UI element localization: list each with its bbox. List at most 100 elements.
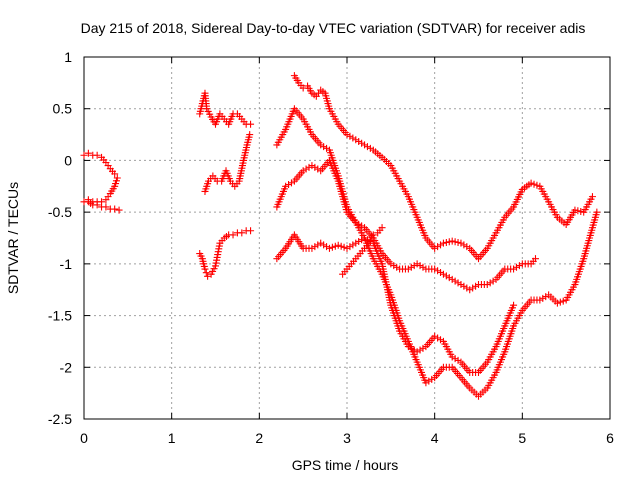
data-point bbox=[80, 151, 88, 159]
data-point bbox=[204, 272, 212, 280]
data-point bbox=[352, 218, 360, 226]
y-tick-label: 0.5 bbox=[53, 101, 73, 117]
data-point bbox=[355, 220, 363, 228]
data-point bbox=[483, 281, 491, 289]
data-point bbox=[425, 377, 433, 385]
data-point bbox=[510, 265, 518, 273]
data-point bbox=[463, 284, 471, 292]
data-point bbox=[410, 346, 418, 354]
data-point bbox=[201, 265, 209, 273]
data-point bbox=[437, 241, 445, 249]
data-point bbox=[317, 141, 325, 149]
data-point bbox=[512, 263, 520, 271]
x-axis-label: GPS time / hours bbox=[292, 457, 399, 473]
data-point bbox=[407, 344, 415, 352]
data-point bbox=[419, 263, 427, 271]
data-point bbox=[115, 206, 123, 214]
y-axis-label: SDTVAR / TECUs bbox=[5, 182, 21, 294]
x-tick-label: 0 bbox=[80, 430, 88, 446]
data-point bbox=[556, 298, 564, 306]
data-point bbox=[247, 120, 255, 128]
data-point bbox=[247, 227, 255, 235]
data-point bbox=[527, 179, 535, 187]
data-point bbox=[434, 243, 442, 251]
data-point bbox=[431, 244, 439, 252]
data-point bbox=[323, 243, 331, 251]
data-point bbox=[413, 260, 421, 268]
data-point bbox=[325, 244, 333, 252]
y-tick-label: 1 bbox=[64, 49, 72, 65]
data-point bbox=[355, 137, 363, 145]
x-tick-label: 2 bbox=[255, 430, 263, 446]
data-point bbox=[460, 282, 468, 290]
data-point bbox=[445, 274, 453, 282]
data-point bbox=[593, 208, 601, 216]
data-point bbox=[428, 375, 436, 383]
labels-layer: 0 1 2 3 4 5 6 1 0.5 0 -0.5 -1 -1.5 -2 -2.5 bbox=[48, 49, 614, 446]
data-point bbox=[378, 224, 386, 232]
data-point bbox=[588, 193, 596, 201]
data-point bbox=[369, 231, 377, 239]
data-point bbox=[361, 141, 369, 149]
series-arc-5 bbox=[290, 72, 596, 263]
data-point bbox=[445, 238, 453, 246]
data-point bbox=[111, 170, 119, 178]
data-point bbox=[454, 279, 462, 287]
data-point bbox=[448, 275, 456, 283]
x-tick-label: 6 bbox=[606, 430, 614, 446]
data-point bbox=[355, 237, 363, 245]
data-point bbox=[352, 136, 360, 144]
data-point bbox=[361, 234, 369, 242]
data-point bbox=[102, 203, 110, 211]
data-point bbox=[93, 201, 101, 209]
data-point bbox=[314, 241, 322, 249]
data-point bbox=[457, 281, 465, 289]
series-arc-7 bbox=[273, 156, 539, 294]
data-point bbox=[448, 237, 456, 245]
data-point bbox=[489, 277, 497, 285]
data-point bbox=[404, 265, 412, 273]
data-point bbox=[328, 243, 336, 251]
data-point bbox=[434, 267, 442, 275]
data-point bbox=[358, 139, 366, 147]
data-point bbox=[238, 229, 246, 237]
data-point bbox=[84, 149, 92, 157]
data-point bbox=[346, 243, 354, 251]
data-point bbox=[574, 207, 582, 215]
y-tick-label: -1 bbox=[60, 256, 73, 272]
x-tick-label: 1 bbox=[168, 430, 176, 446]
data-point bbox=[366, 144, 374, 152]
data-point bbox=[539, 294, 547, 302]
data-point bbox=[358, 222, 366, 230]
data-point bbox=[323, 144, 331, 152]
data-point bbox=[454, 238, 462, 246]
data-point bbox=[431, 332, 439, 340]
data-point bbox=[287, 179, 295, 187]
data-point bbox=[202, 269, 210, 277]
series-arc-8 bbox=[273, 231, 518, 376]
data-point bbox=[469, 284, 477, 292]
y-tick-label: -1.5 bbox=[48, 308, 72, 324]
data-point bbox=[448, 353, 456, 361]
data-point bbox=[422, 379, 430, 387]
data-point bbox=[363, 143, 371, 151]
data-point bbox=[472, 282, 480, 290]
data-point bbox=[320, 241, 328, 249]
data-point bbox=[282, 182, 290, 190]
data-point bbox=[305, 163, 313, 171]
data-point bbox=[451, 238, 459, 246]
data-point bbox=[407, 263, 415, 271]
data-point bbox=[486, 279, 494, 287]
data-point bbox=[437, 268, 445, 276]
x-tick-label: 4 bbox=[431, 430, 439, 446]
data-point bbox=[531, 255, 539, 263]
data-point bbox=[390, 262, 398, 270]
series-arc-1 bbox=[80, 149, 123, 214]
data-point bbox=[308, 244, 316, 252]
data-point bbox=[451, 355, 459, 363]
data-point bbox=[530, 180, 538, 188]
data-point bbox=[320, 143, 328, 151]
data-point bbox=[285, 181, 293, 189]
data-point bbox=[340, 243, 348, 251]
